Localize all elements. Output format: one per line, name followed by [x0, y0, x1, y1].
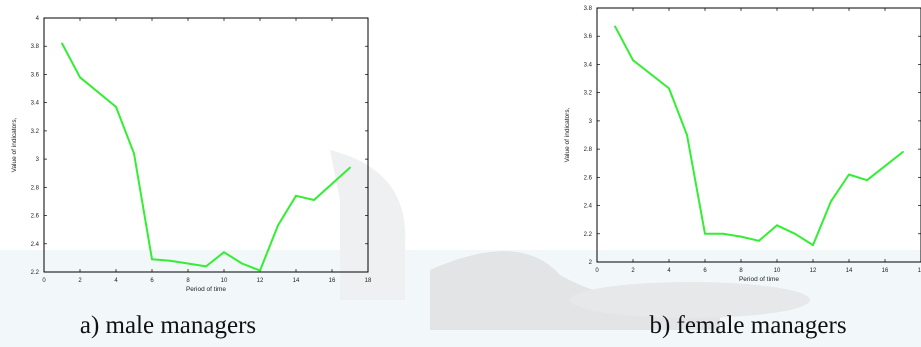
x-axis-label: Period of time — [186, 286, 226, 293]
data-point — [187, 262, 189, 265]
chart-male-managers: 0 2 4 6 8 10 12 14 16 18 2.2 2.4 2.6 2.8 3 3.2 3.4 3.6 3.8… — [11, 16, 372, 293]
y-tick-label: 2.4 — [31, 242, 40, 248]
x-tick-label: 4 — [114, 278, 118, 284]
x-tick-label: 10 — [221, 278, 228, 284]
y-tick-label: 3.6 — [31, 72, 40, 78]
y-tick-label: 3 — [36, 157, 40, 163]
y-axis-label: Value of indicators, — [564, 107, 571, 162]
plot-frame — [596, 7, 921, 263]
data-point — [632, 59, 634, 62]
x-tick-label: 18 — [365, 278, 372, 284]
x-tick-label: 12 — [257, 278, 264, 284]
chart-female-managers: 02468101214161822.22.42.62.833.23.43.63.… — [564, 6, 921, 283]
y-tick-label: 2 — [589, 260, 593, 266]
y-tick-label: 2.6 — [31, 214, 40, 220]
y-axis-label: Value of indicators, — [11, 117, 18, 172]
data-point — [614, 25, 616, 28]
x-axis-label: Period of time — [739, 276, 779, 283]
data-point — [758, 239, 760, 242]
data-point — [740, 235, 742, 238]
data-point — [704, 232, 706, 235]
data-point — [169, 259, 171, 262]
y-tick-label: 2.2 — [31, 270, 40, 276]
y-tick-label: 2.8 — [31, 185, 40, 191]
data-point — [241, 262, 243, 265]
data-point — [115, 106, 117, 108]
y-tick-label: 3.6 — [584, 34, 593, 40]
y-tick-label: 2.8 — [584, 147, 593, 153]
caption-male-managers: a) male managers — [79, 312, 257, 339]
data-point — [259, 269, 261, 272]
plot-frame — [43, 17, 369, 273]
caption-female-managers: b) female managers — [649, 312, 847, 339]
x-tick-label: 10 — [774, 268, 781, 274]
series-line — [61, 42, 351, 272]
x-tick-label: 14 — [293, 278, 300, 284]
x-tick-label: 16 — [882, 268, 889, 274]
data-point — [61, 42, 63, 45]
y-tick-label: 3 — [589, 119, 593, 125]
x-tick-label: 16 — [329, 278, 336, 284]
y-tick-label: 3.8 — [584, 6, 593, 12]
x-tick-label: 0 — [595, 268, 599, 274]
x-tick-label: 4 — [667, 268, 671, 274]
x-tick-label: 18 — [918, 268, 921, 274]
data-point — [686, 134, 688, 136]
x-tick-label: 8 — [186, 278, 190, 284]
data-point — [848, 173, 850, 176]
x-tick-label: 2 — [631, 268, 635, 274]
data-point — [866, 179, 868, 182]
x-tick-label: 2 — [78, 278, 82, 284]
y-tick-label: 2.2 — [584, 232, 593, 238]
data-point — [349, 166, 351, 169]
data-point — [313, 199, 315, 201]
data-point — [794, 232, 796, 235]
y-tick-label: 4 — [36, 16, 40, 22]
y-tick-label: 2.4 — [584, 204, 593, 210]
data-point — [902, 151, 904, 153]
data-point — [223, 251, 225, 254]
y-tick-label: 3.8 — [31, 44, 40, 50]
data-point — [151, 258, 153, 261]
data-point — [830, 200, 832, 203]
y-tick-label: 3.4 — [31, 101, 40, 107]
y-tick-label: 3.4 — [584, 62, 593, 68]
x-tick-label: 6 — [703, 268, 707, 274]
data-point — [205, 265, 207, 268]
data-point — [668, 87, 670, 90]
x-tick-label: 6 — [150, 278, 154, 284]
series-line — [614, 25, 904, 247]
x-tick-label: 14 — [846, 268, 853, 274]
data-point — [79, 76, 81, 79]
y-tick-label: 3.2 — [584, 91, 593, 97]
data-point — [277, 224, 279, 227]
y-tick-label: 3.2 — [31, 129, 40, 135]
data-point — [295, 194, 297, 197]
y-tick-label: 2.6 — [584, 175, 593, 181]
x-tick-label: 12 — [810, 268, 817, 274]
data-point — [133, 152, 135, 155]
data-point — [776, 224, 778, 227]
data-point — [722, 232, 724, 235]
x-tick-label: 0 — [42, 278, 46, 284]
data-point — [812, 244, 814, 246]
x-tick-label: 8 — [739, 268, 743, 274]
